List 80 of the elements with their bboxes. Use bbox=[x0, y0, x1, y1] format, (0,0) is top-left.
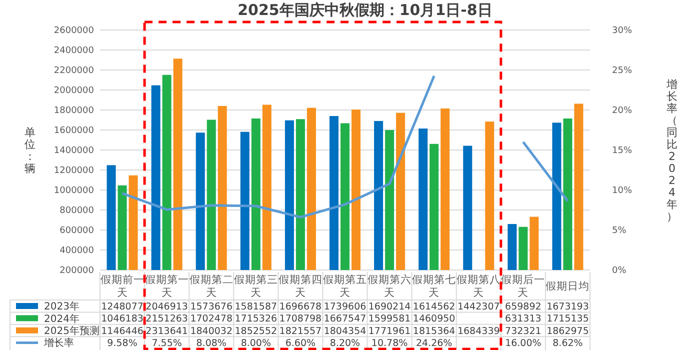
data-label: 6.60% bbox=[285, 338, 316, 350]
data-label: 1771961 bbox=[368, 326, 411, 337]
data-label: 10.78% bbox=[371, 338, 408, 350]
data-label: 659892 bbox=[505, 301, 542, 312]
data-label: 2046913 bbox=[146, 301, 188, 312]
data-label: 8.08% bbox=[196, 338, 226, 350]
data-label: 1862975 bbox=[546, 326, 589, 337]
data-label: 1840032 bbox=[190, 326, 233, 337]
y-tick-label: 2600000 bbox=[54, 26, 94, 36]
data-label: 2313641 bbox=[146, 326, 188, 337]
chart-title: 2025年国庆中秋假期：10月1日-8日 bbox=[238, 1, 492, 19]
y-tick-label: 2400000 bbox=[54, 46, 94, 56]
data-label: 1673193 bbox=[546, 301, 589, 312]
data-label: 24.26% bbox=[416, 338, 452, 350]
x-tick-label: 假期第五天 bbox=[323, 274, 367, 300]
data-label: 8.62% bbox=[552, 338, 583, 350]
data-label: 8.00% bbox=[240, 338, 272, 350]
data-label: 1708798 bbox=[279, 314, 322, 325]
y-tick-label: 1600000 bbox=[54, 126, 94, 136]
y2-tick-label: 20% bbox=[612, 106, 632, 116]
text: 增长率（同比2024年） bbox=[666, 78, 678, 223]
x-tick-label: 假期后一天 bbox=[501, 273, 546, 300]
y-tick-label: 2000000 bbox=[54, 86, 94, 96]
y-tick-label: 1000000 bbox=[54, 186, 94, 196]
x-tick-label: 假期第八天 bbox=[456, 274, 501, 300]
data-label: 1804354 bbox=[324, 326, 366, 337]
legend-label: 2025年预测 bbox=[44, 325, 100, 337]
x-tick-label: 假期第四天 bbox=[278, 274, 322, 300]
x-tick-label: 假期第一天 bbox=[144, 274, 189, 300]
data-label: 16.00% bbox=[505, 338, 542, 350]
data-label: 2151263 bbox=[146, 314, 188, 325]
y-axis-title: 单位：辆 bbox=[24, 126, 36, 175]
data-label: 1460950 bbox=[412, 314, 456, 325]
legend-label: 增长率 bbox=[43, 337, 74, 350]
data-label: 1852552 bbox=[234, 326, 278, 337]
data-label: 732321 bbox=[505, 326, 542, 337]
y2-tick-label: 15% bbox=[612, 146, 632, 156]
data-label: 8.20% bbox=[330, 338, 360, 350]
data-label: 1248077 bbox=[101, 301, 144, 312]
y-tick-label: 400000 bbox=[60, 246, 94, 256]
y-tick-label: 1400000 bbox=[54, 146, 94, 156]
y-tick-label: 2200000 bbox=[54, 66, 94, 76]
data-label: 1702478 bbox=[190, 314, 233, 325]
data-label: 1599581 bbox=[368, 314, 411, 325]
data-label: 1581587 bbox=[234, 301, 278, 312]
data-label: 1815364 bbox=[412, 326, 456, 337]
data-label: 1442307 bbox=[457, 301, 500, 312]
legend-label: 2024年 bbox=[44, 312, 80, 325]
y2-tick-label: 25% bbox=[612, 66, 632, 76]
data-label: 1821557 bbox=[279, 326, 322, 337]
data-label: 1146446 bbox=[101, 326, 144, 337]
data-label: 631313 bbox=[505, 314, 542, 325]
legend-label: 2023年 bbox=[44, 300, 80, 313]
data-label: 1715326 bbox=[234, 314, 278, 325]
y-tick-label: 1200000 bbox=[54, 166, 94, 176]
y-tick-label: 800000 bbox=[60, 206, 94, 216]
y2-tick-label: 30% bbox=[612, 26, 632, 36]
data-label: 1614562 bbox=[412, 301, 456, 312]
y2-tick-label: 0% bbox=[612, 266, 627, 276]
y-tick-label: 200000 bbox=[60, 266, 94, 276]
x-tick-label: 假期前一天 bbox=[100, 274, 144, 300]
y2-tick-label: 5% bbox=[612, 226, 627, 236]
data-label: 7.55% bbox=[152, 338, 182, 350]
data-label: 9.58% bbox=[107, 338, 138, 350]
x-tick-label: 假期日均 bbox=[546, 280, 590, 293]
x-tick-label: 假期第三天 bbox=[234, 274, 278, 300]
y-tick-label: 600000 bbox=[60, 226, 94, 236]
data-label: 1690214 bbox=[368, 301, 411, 312]
x-tick-label: 假期第六天 bbox=[368, 273, 412, 300]
data-label: 1684339 bbox=[457, 326, 500, 337]
data-label: 1739606 bbox=[324, 301, 366, 312]
y2-tick-label: 10% bbox=[612, 186, 632, 196]
x-tick-label: 假期第二天 bbox=[189, 274, 234, 300]
y-tick-label: 1800000 bbox=[54, 106, 94, 116]
data-label: 1696678 bbox=[279, 301, 322, 312]
data-label: 1573676 bbox=[190, 301, 233, 312]
data-label: 1046183 bbox=[101, 314, 144, 325]
data-label: 1667547 bbox=[324, 314, 366, 325]
x-tick-label: 假期第七天 bbox=[412, 273, 456, 300]
data-label: 1715135 bbox=[546, 314, 589, 325]
